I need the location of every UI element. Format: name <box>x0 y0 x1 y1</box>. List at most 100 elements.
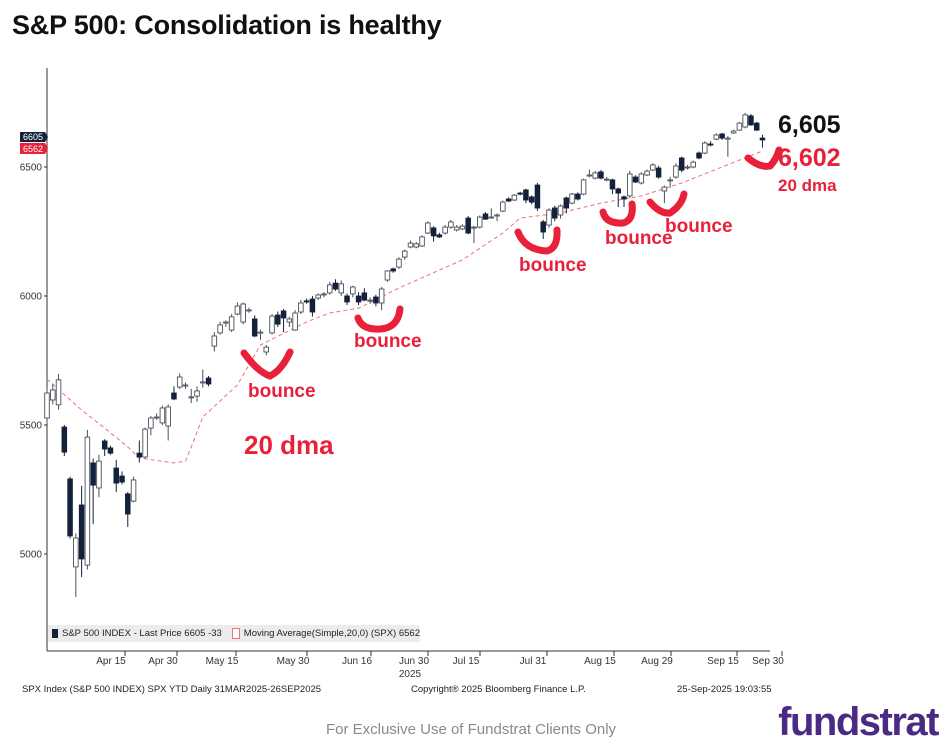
x-tick-label: Sep 15 <box>707 656 739 667</box>
candle <box>736 121 743 131</box>
candle <box>246 307 252 313</box>
candle-body <box>436 234 443 238</box>
x-tick-label: Aug 29 <box>641 656 673 667</box>
candle-body <box>442 226 448 234</box>
candle <box>176 373 183 389</box>
annotation-20dma: 20 dma <box>244 430 334 460</box>
y-tick-label: 6500 <box>20 163 43 174</box>
y-tick-label: 5500 <box>20 421 43 432</box>
candle-body <box>413 243 420 248</box>
bounce-marks <box>240 146 783 380</box>
candle <box>696 151 702 160</box>
candle-body <box>552 207 558 219</box>
candle-body <box>667 179 673 182</box>
candle <box>148 415 154 436</box>
candle <box>465 216 471 235</box>
candle-body <box>725 137 731 140</box>
candlestick-chart: 5000 5500 6000 6500 Apr 15 Apr 30 May 15 May 3… <box>20 68 784 680</box>
candle <box>742 112 748 129</box>
candle-body <box>234 305 241 315</box>
candle-body <box>684 166 691 169</box>
candle <box>338 280 345 296</box>
candle <box>528 195 535 205</box>
candle <box>413 241 420 249</box>
candle <box>552 205 558 222</box>
candle-body <box>655 167 662 178</box>
candle <box>609 178 616 195</box>
candle <box>482 212 489 220</box>
candle-body <box>44 392 50 419</box>
candle-body <box>113 467 119 484</box>
candle <box>257 329 264 340</box>
candle-body <box>286 318 293 323</box>
candle-body <box>592 172 598 179</box>
candle <box>234 302 241 316</box>
candle-body <box>246 309 252 312</box>
annotation-bounce-3: bounce <box>519 255 587 276</box>
candle <box>303 298 310 304</box>
candle-body <box>142 428 148 458</box>
candle-body <box>78 504 85 560</box>
candle-body <box>580 179 587 195</box>
x-tick-label: Jul 31 <box>520 656 547 667</box>
candle-body <box>211 335 218 347</box>
y-tick-label: 5000 <box>20 550 43 561</box>
candle-body <box>500 201 506 212</box>
candle-body <box>159 407 166 424</box>
candle <box>107 445 114 455</box>
candle-body <box>205 377 212 385</box>
candle-body <box>690 161 696 168</box>
candle <box>344 293 350 306</box>
candle-body <box>228 316 235 331</box>
candle <box>61 425 68 456</box>
candle <box>292 310 298 331</box>
candle <box>130 476 137 503</box>
candle <box>603 176 610 182</box>
candle <box>557 204 564 219</box>
candle <box>436 232 443 238</box>
candle <box>517 191 523 196</box>
candle-body <box>511 194 518 201</box>
ma-tag-text: 6562 <box>23 144 43 154</box>
candle <box>471 225 477 244</box>
candle <box>165 404 171 441</box>
bounce-check-icon <box>240 348 294 380</box>
candle <box>477 215 483 229</box>
x-tick-label: Sep 30 <box>752 656 784 667</box>
x-tick-label: Aug 15 <box>584 656 616 667</box>
candle <box>240 302 246 325</box>
x-tick-label: Apr 15 <box>96 656 126 667</box>
candle <box>286 316 293 327</box>
candle <box>586 169 593 178</box>
bounce-check-icon <box>599 200 636 227</box>
candle <box>44 388 50 424</box>
candle-body <box>430 227 437 237</box>
candle <box>171 386 177 401</box>
x-tick-label: May 30 <box>277 656 310 667</box>
candle-body <box>315 294 321 299</box>
legend-ma: Moving Average(Simple,20,0) (SPX) 6562 <box>243 628 420 639</box>
candle <box>667 176 673 188</box>
last-price-tag: 6605 <box>20 132 48 142</box>
price-swatch-icon <box>52 629 58 638</box>
candle-body <box>165 406 171 427</box>
candle <box>275 311 281 327</box>
disclaimer: For Exclusive Use of Fundstrat Clients O… <box>325 721 617 738</box>
candle-body <box>563 197 570 209</box>
candle <box>748 114 754 126</box>
candle-body <box>425 222 431 234</box>
candle <box>580 178 587 196</box>
candle-body <box>269 315 275 334</box>
candle-body <box>713 134 720 140</box>
candle-body <box>644 170 650 176</box>
candle-body <box>176 376 183 388</box>
candle <box>84 429 91 570</box>
candle <box>430 226 437 242</box>
candle <box>632 175 639 183</box>
candle-body <box>419 236 425 247</box>
ma-tag: 6562 <box>20 143 48 154</box>
candle <box>326 281 333 295</box>
candle <box>655 165 662 179</box>
x-tick-label: Apr 30 <box>148 656 178 667</box>
candle-body <box>673 165 679 178</box>
